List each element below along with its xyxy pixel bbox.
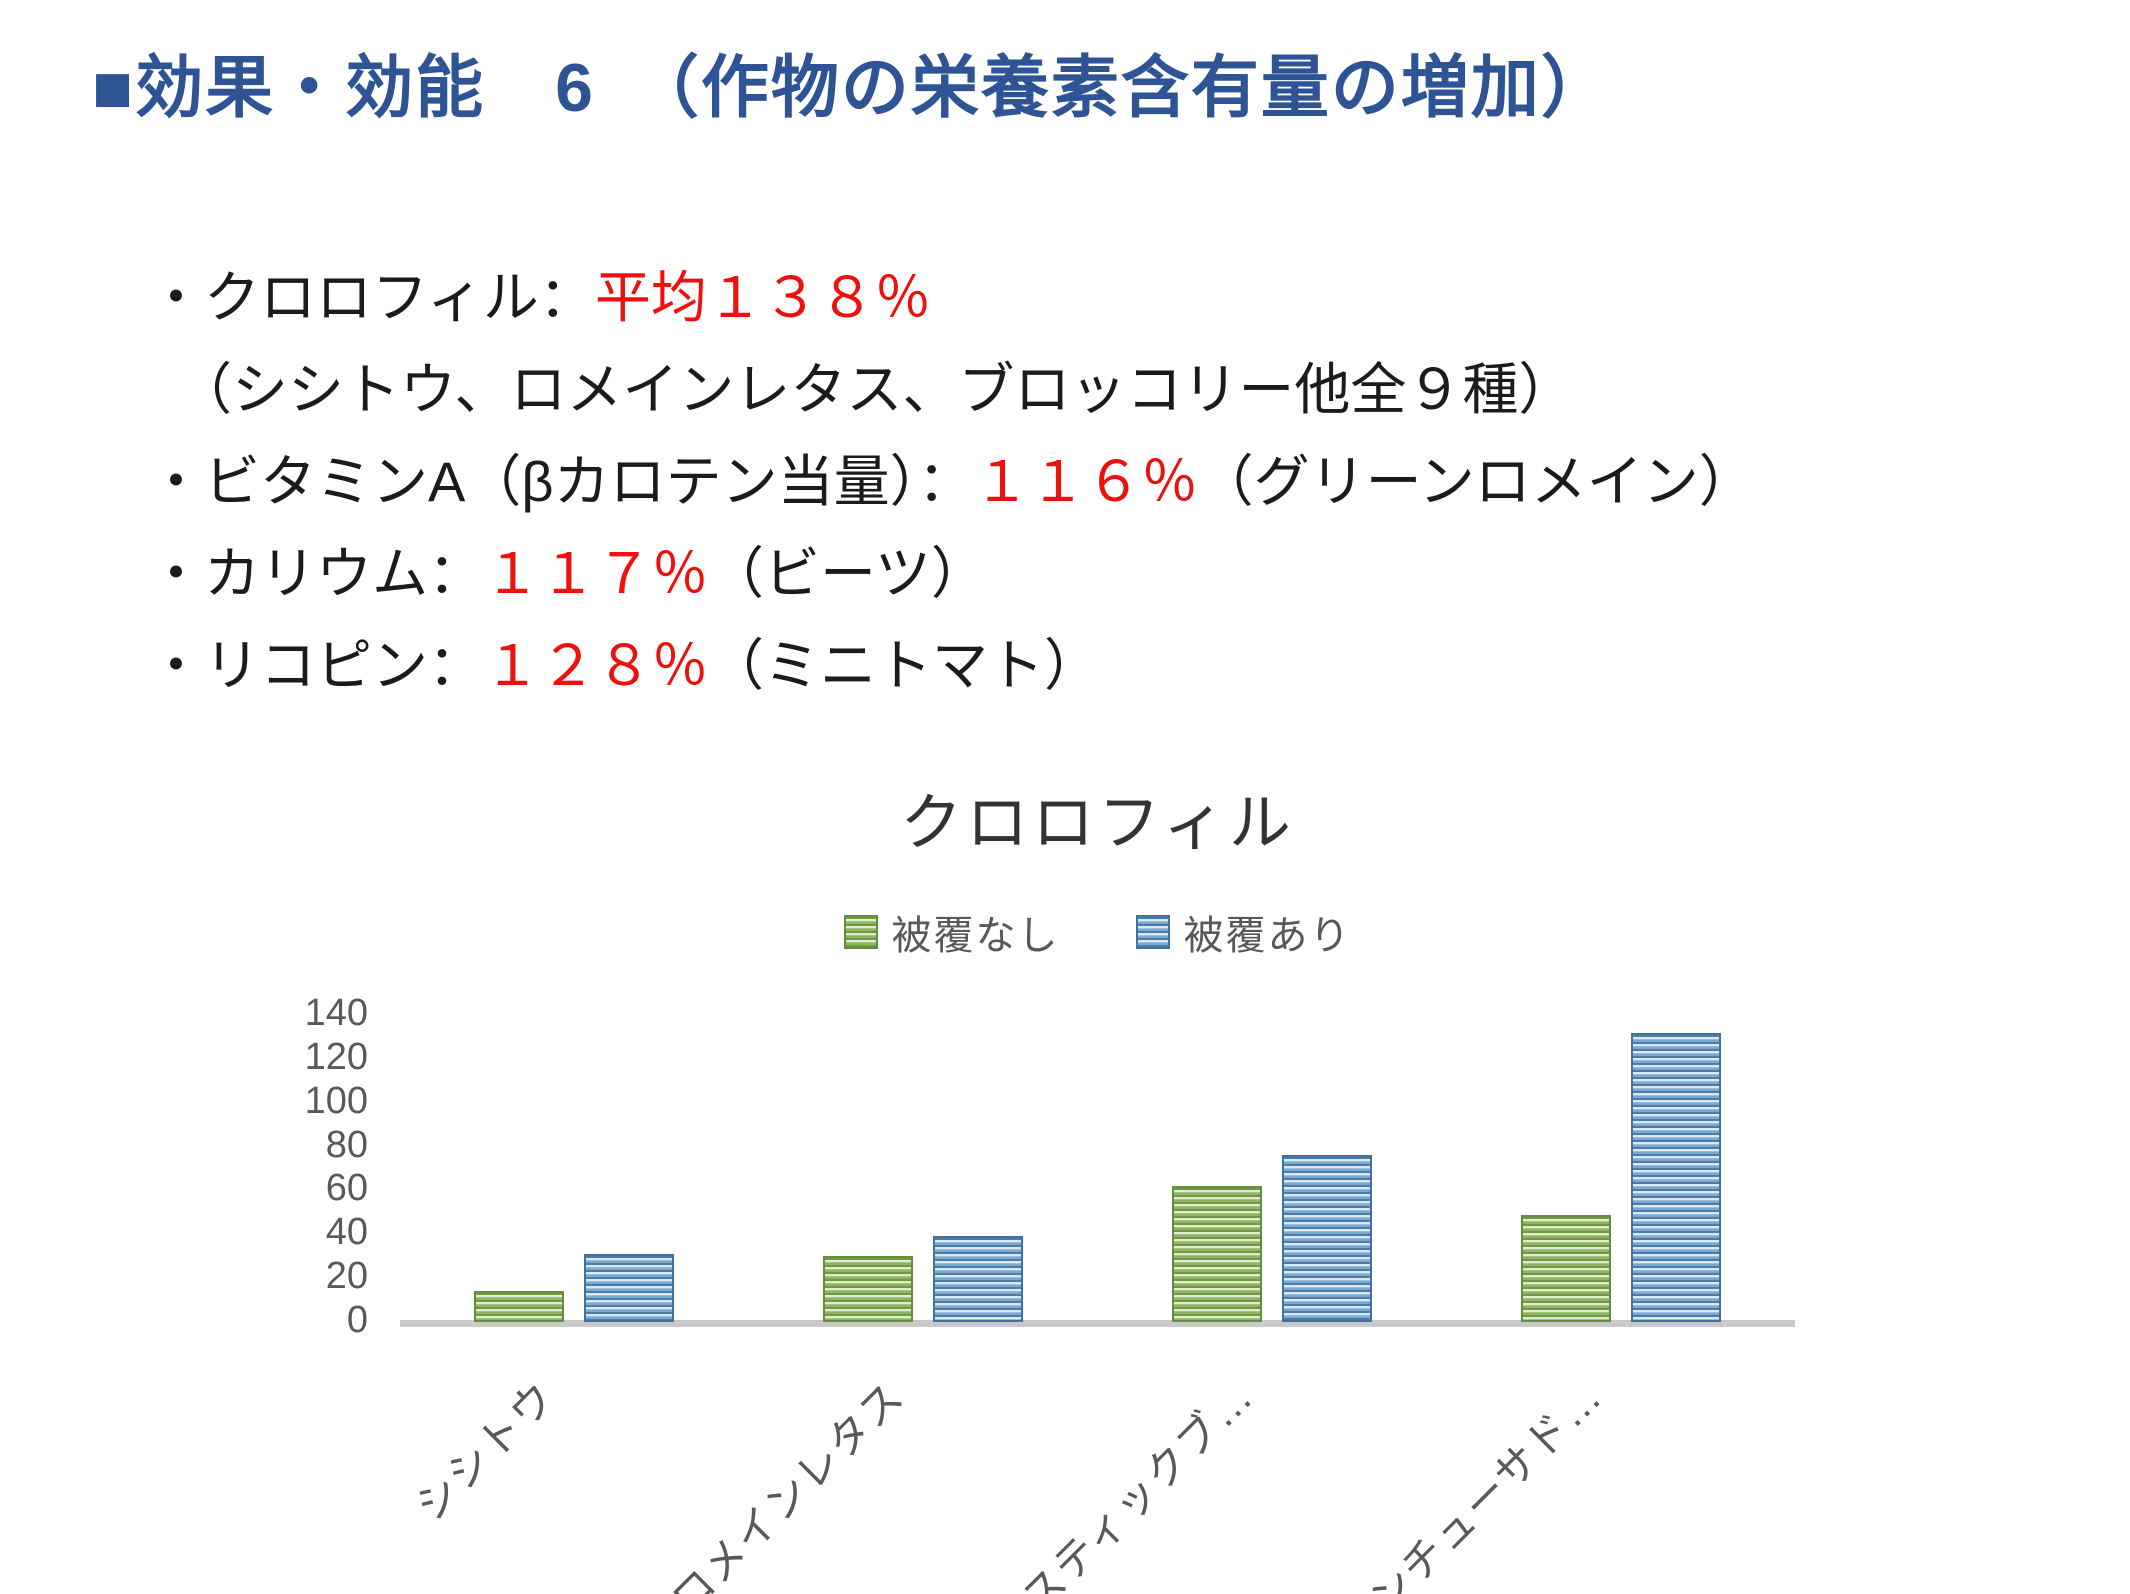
bullet-line: （シシトウ、ロメインレタス、ブロッコリー他全９種） xyxy=(148,344,1755,436)
bullet-highlight-text: 平均１３８％ xyxy=(594,266,931,329)
bullet-highlight-text: １１６％ xyxy=(973,450,1198,513)
bullet-line: ・リコピン：１２８％（ミニトマト） xyxy=(148,620,1755,712)
bullet-text: ・カリウム： xyxy=(148,542,484,605)
legend-item: 被覆あり xyxy=(1135,903,1352,961)
y-tick-label: 40 xyxy=(325,1211,368,1254)
bar-被覆あり-シシトウ xyxy=(584,1254,675,1322)
slide-title: ■効果・効能 6 （作物の栄養素含有量の増加） xyxy=(92,50,1611,126)
bullet-text: ・リコピン： xyxy=(148,634,484,697)
bullet-line: ・カリウム：１１７％（ビーツ） xyxy=(148,528,1755,620)
bar-被覆なし-ロメインレタス xyxy=(823,1256,914,1322)
y-tick-label: 60 xyxy=(325,1167,368,1210)
x-axis-label: アンチューサド… xyxy=(1330,1372,1611,1594)
bar-被覆あり-スティックブ… xyxy=(1281,1155,1372,1322)
legend-label: 被覆あり xyxy=(1183,914,1352,958)
bullet-text: ・クロロフィル： xyxy=(148,266,595,329)
bullet-highlight-text: １２８％ xyxy=(484,634,708,697)
bullet-text: ・ビタミンA（βカロテン当量）： xyxy=(148,450,974,513)
chart-legend: 被覆なし 被覆あり xyxy=(400,903,1795,961)
bar-被覆なし-シシトウ xyxy=(474,1291,565,1322)
legend-label: 被覆なし xyxy=(891,914,1060,958)
x-axis-label: シシトウ xyxy=(406,1372,565,1530)
y-tick-label: 140 xyxy=(304,992,368,1034)
bullet-text: （ミニトマト） xyxy=(708,634,1100,697)
bullet-text: （シシトウ、ロメインレタス、ブロッコリー他全９種） xyxy=(176,358,1575,421)
legend-swatch-icon xyxy=(843,915,878,949)
y-tick-label: 20 xyxy=(325,1255,368,1298)
bullet-list: ・クロロフィル：平均１３８％ （シシトウ、ロメインレタス、ブロッコリー他全９種） ・… xyxy=(148,252,1755,712)
bar-被覆なし-スティックブ… xyxy=(1171,1186,1262,1322)
bullet-line: ・ビタミンA（βカロテン当量）：１１６％（グリーンロメイン） xyxy=(148,436,1755,528)
bullet-text: （ビーツ） xyxy=(708,542,987,605)
y-tick-label: 100 xyxy=(304,1079,368,1122)
y-tick-label: 0 xyxy=(346,1299,368,1341)
y-tick-label: 120 xyxy=(304,1035,368,1078)
bullet-text: （グリーンロメイン） xyxy=(1197,450,1755,513)
bar-被覆あり-アンチューサド… xyxy=(1630,1033,1721,1322)
x-axis-label: スティックブ… xyxy=(1012,1372,1263,1594)
legend-item: 被覆なし xyxy=(843,903,1060,961)
chart-title: クロロフィル xyxy=(900,789,1295,858)
bar-被覆あり-ロメインレタス xyxy=(933,1236,1024,1322)
x-axis-label: ロメインレタス xyxy=(662,1372,914,1594)
legend-swatch-icon xyxy=(1135,915,1170,949)
bullet-highlight-text: １１７％ xyxy=(484,542,708,605)
x-axis-line xyxy=(400,1320,1795,1327)
bullet-line: ・クロロフィル：平均１３８％ xyxy=(148,252,1755,344)
bar-被覆なし-アンチューサド… xyxy=(1520,1215,1611,1322)
y-tick-label: 80 xyxy=(325,1123,368,1166)
